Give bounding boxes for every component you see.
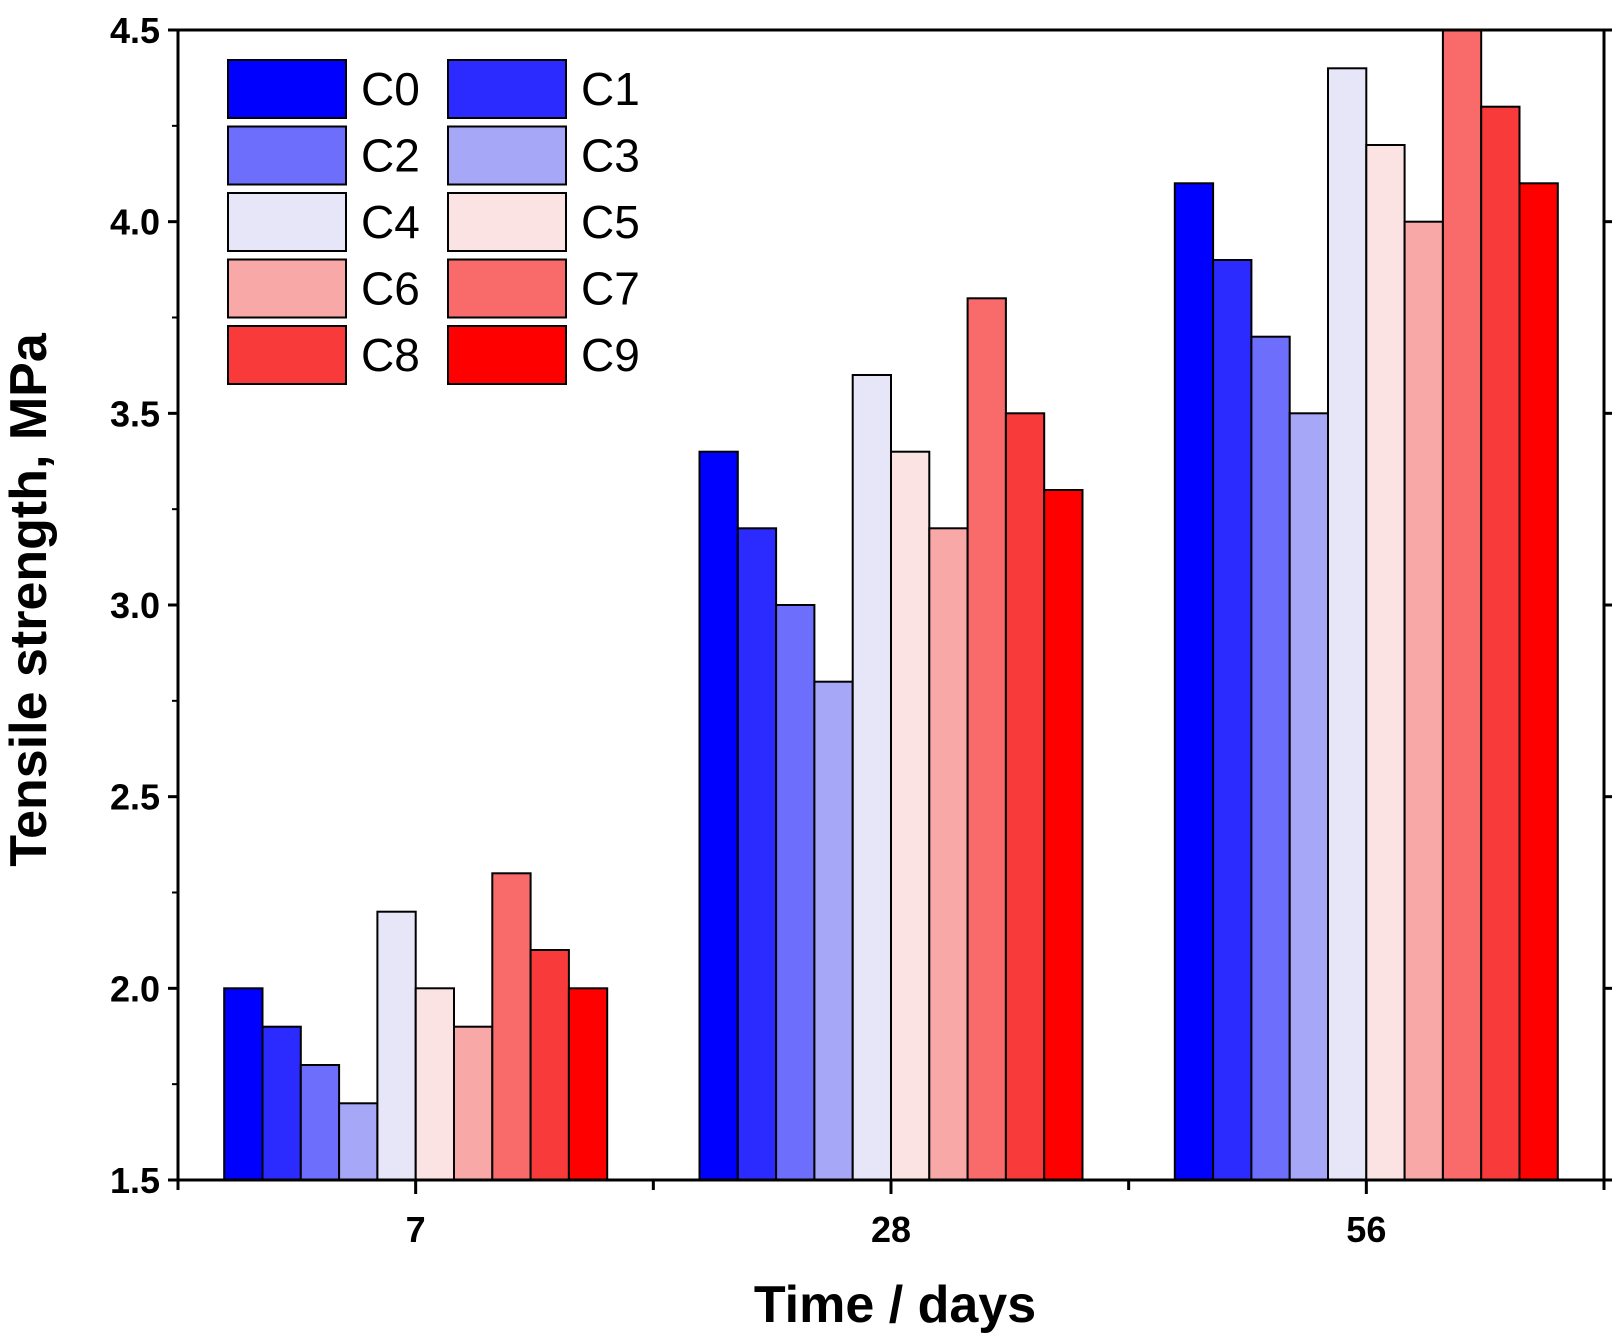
y-axis-title: Tensile strength, MPa [0, 332, 58, 867]
bar-c1-7 [261, 1025, 302, 1181]
legend-swatch-c7 [447, 258, 567, 319]
legend-swatch-c5 [447, 192, 567, 252]
bar-c0-28 [698, 450, 739, 1181]
y-tick-label: 3.0 [110, 585, 160, 626]
legend-label-c5: C5 [581, 196, 640, 248]
bar-c3-7 [338, 1102, 379, 1182]
bar-c2-7 [299, 1064, 341, 1181]
bar-c1-28 [736, 527, 778, 1181]
legend-swatch-c1 [447, 59, 567, 119]
y-tick-label: 2.0 [110, 968, 160, 1009]
legend-label-c2: C2 [361, 130, 420, 182]
legend-swatch-c0 [227, 59, 347, 119]
x-tick-label: 56 [1346, 1209, 1386, 1250]
bar-c8-7 [529, 949, 570, 1181]
bar-c5-56 [1365, 144, 1406, 1181]
bar-c0-7 [223, 987, 264, 1181]
legend-swatch-c6 [227, 258, 347, 319]
bar-c7-7 [491, 872, 532, 1181]
legend-label-c8: C8 [361, 329, 420, 381]
legend-label-c3: C3 [581, 130, 640, 182]
legend-label-c0: C0 [361, 63, 420, 115]
bar-c3-28 [813, 680, 854, 1181]
legend: C0 C1 C2 C3 C4 C5 C6 C7 C8 C9 [227, 59, 640, 385]
bar-c8-56 [1480, 105, 1521, 1182]
legend-label-c7: C7 [581, 263, 640, 315]
bar-c9-28 [1043, 489, 1084, 1181]
bar-c2-28 [775, 604, 816, 1181]
x-tick-label: 7 [406, 1209, 426, 1250]
bar-c9-7 [567, 987, 609, 1181]
bar-c4-28 [851, 374, 893, 1181]
bar-c5-7 [414, 987, 456, 1181]
y-tick-label: 1.5 [110, 1160, 160, 1201]
bars-layer [223, 29, 1559, 1182]
bar-c4-56 [1327, 67, 1368, 1181]
bar-c8-28 [1004, 412, 1046, 1181]
legend-swatch-c9 [447, 325, 567, 385]
bar-c5-28 [890, 450, 931, 1181]
bar-c6-7 [453, 1025, 494, 1181]
y-tick-label: 4.0 [110, 202, 160, 243]
bar-c7-28 [966, 297, 1007, 1181]
axes-layer: 1.5 2.0 2.5 3.0 3.5 4.0 4.5 7 28 56 [110, 10, 1612, 1250]
bar-c7-56 [1441, 29, 1483, 1181]
legend-swatch-c8 [227, 325, 347, 385]
bar-c9-56 [1518, 182, 1559, 1182]
legend-swatch-c4 [227, 192, 347, 252]
bar-c4-7 [376, 910, 417, 1181]
bar-c0-56 [1173, 182, 1215, 1182]
legend-label-c4: C4 [361, 196, 420, 248]
legend-label-c1: C1 [581, 63, 640, 115]
bar-c3-56 [1288, 412, 1329, 1181]
y-tick-label: 2.5 [110, 777, 160, 818]
bar-c6-28 [928, 527, 969, 1181]
bar-c2-56 [1250, 335, 1291, 1181]
bar-c6-56 [1403, 220, 1444, 1181]
y-tick-label: 4.5 [110, 10, 160, 51]
legend-label-c6: C6 [361, 263, 420, 315]
y-tick-label: 3.5 [110, 393, 160, 434]
bar-c1-56 [1212, 259, 1253, 1181]
legend-label-c9: C9 [581, 329, 640, 381]
legend-swatch-c2 [227, 125, 347, 186]
x-axis-title: Time / days [754, 1276, 1036, 1334]
x-tick-label: 28 [871, 1209, 911, 1250]
legend-swatch-c3 [447, 125, 567, 186]
